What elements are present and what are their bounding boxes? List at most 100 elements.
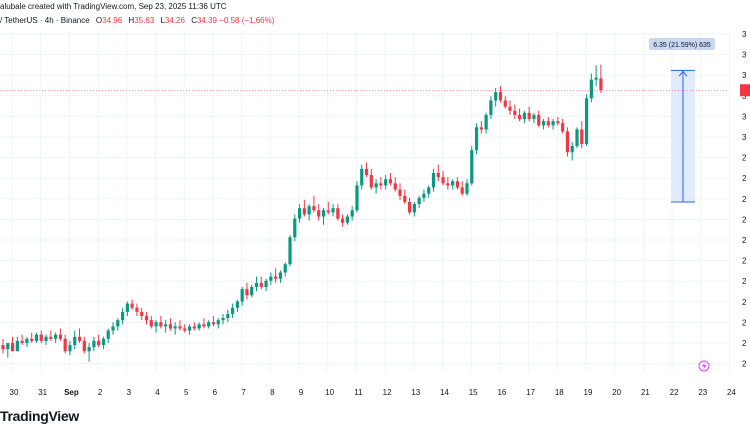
candle [522,110,526,124]
candle-body [393,183,397,190]
candle [187,324,192,335]
candle [364,162,369,178]
candle-body [494,92,498,101]
candle-body [231,307,235,314]
candle [226,309,230,323]
candle-body [341,218,345,223]
candle [451,179,455,190]
candle [274,268,278,283]
candle [317,204,321,221]
candle [312,195,316,213]
open-label: O [95,16,103,25]
candle-body [254,282,259,287]
chart-header: alubale created with TradingView.com, Se… [0,0,750,32]
candle [39,330,43,343]
candle [360,164,364,190]
candle-body [479,127,483,130]
candle-body [470,150,474,184]
candle [321,208,326,225]
candle [97,334,101,348]
candle [503,96,507,109]
candle-body [1,345,5,350]
candle [384,175,388,190]
candle [87,342,91,362]
candle-body [154,322,158,327]
candle-body [474,127,479,151]
candle-body [278,272,283,279]
candle [144,311,149,325]
candle [135,303,139,317]
candle [6,342,10,358]
y-tick-label: 2 [742,236,747,245]
candle-body [441,177,445,184]
candle [216,318,220,329]
candle-body [164,324,168,327]
x-tick-label: 16 [497,388,506,397]
y-tick-label: 2 [742,215,747,224]
candle-body [575,129,579,147]
candle [149,316,153,329]
candle [537,110,541,128]
candle-body [130,303,134,308]
candle [245,282,249,300]
candle-body [245,289,249,296]
x-tick-label: 7 [241,388,246,397]
candle-body [599,78,603,91]
candle-body [331,208,335,213]
candle-body [49,336,53,339]
candle [231,303,235,319]
candle-body [97,340,101,346]
x-tick-label: 30 [10,388,19,397]
y-tick-label: 2 [742,360,747,369]
candle-body [364,168,369,176]
candle-body [360,168,364,186]
candle-body [455,181,460,188]
candle [259,276,263,290]
candle-body [431,172,436,188]
candle-body [10,342,15,352]
measure-tool[interactable]: 6.35 (21.59%) 635 [649,38,715,203]
candle [460,181,464,196]
candle-body [293,218,297,238]
candle [197,322,201,331]
candle-body [192,326,196,329]
candle [211,316,216,327]
candle [341,214,345,227]
close-label: C [191,16,197,25]
candle [140,307,144,321]
candle-body [125,303,129,312]
candle [63,334,67,354]
candle [403,189,407,205]
candle-body [584,98,589,144]
candle-body [144,316,149,321]
candle [594,65,598,86]
candle-body [25,338,29,343]
price-axis[interactable]: 3 3 3 3 3 3 2 2 2 2 2 2 2 2 2 2 2 [0,30,750,369]
y-tick-label: 2 [742,257,747,266]
candle-body [92,340,96,348]
candle-body [326,210,330,213]
candle-body [173,326,177,329]
candle [427,185,431,198]
candle [498,85,503,103]
candle [250,284,254,298]
candle-body [207,322,211,327]
candle [455,177,460,190]
candle [465,179,469,196]
candle-body [388,179,393,184]
high-label: H [128,16,135,25]
time-axis[interactable]: 30 31 Sep 2 3 4 5 6 7 8 9 10 11 12 13 14 15 16 17 18 19 20 21 2… [10,388,737,397]
candle [393,177,397,192]
candle [546,117,550,128]
candle [513,104,517,120]
y-tick-label: 2 [742,154,747,163]
x-tick-label: 18 [555,388,564,397]
candle-body [168,324,173,329]
candle-body [570,146,574,153]
candle-body [15,340,19,352]
x-tick-label: 23 [698,388,707,397]
candle [297,204,302,223]
lightning-icon[interactable] [698,360,710,372]
candle-body [226,313,230,319]
